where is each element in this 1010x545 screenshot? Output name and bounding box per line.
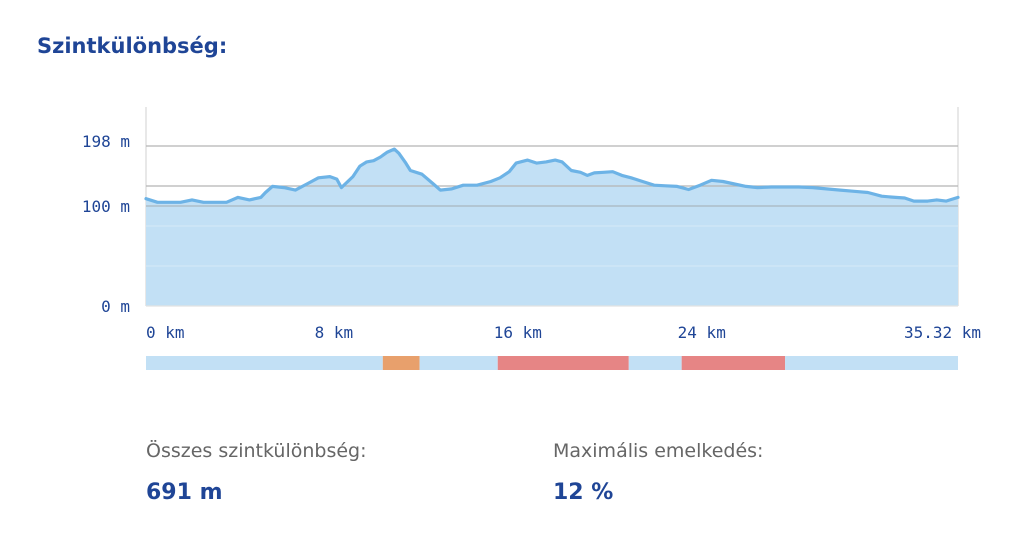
x-tick-label: 8 km (315, 323, 354, 342)
grade-band-low (146, 356, 383, 370)
max-grade-label: Maximális emelkedés: (553, 440, 764, 462)
y-tick-label: 100 m (82, 197, 130, 216)
elevation-line (144, 147, 960, 204)
grade-band-low (419, 356, 498, 370)
section-title: Szintkülönbség: (37, 34, 228, 58)
x-tick-label: 0 km (146, 323, 185, 342)
total-elevation-stat: Összes szintkülönbség: 691 m (146, 440, 367, 505)
y-tick-label: 0 m (101, 297, 130, 316)
max-grade-stat: Maximális emelkedés: 12 % (553, 440, 763, 505)
x-tick-label: 35.32 km (904, 323, 981, 342)
grade-band-high (497, 356, 629, 370)
max-grade-value: 12 % (553, 480, 614, 505)
x-tick-label: 16 km (494, 323, 542, 342)
total-elevation-value: 691 m (146, 480, 223, 505)
grade-band-low (628, 356, 682, 370)
y-tick-label: 198 m (82, 132, 130, 151)
grade-band-medium (382, 356, 420, 370)
x-tick-label: 24 km (678, 323, 726, 342)
grade-band-high (681, 356, 786, 370)
grade-band-low (785, 356, 958, 370)
elevation-chart: 198 m 100 m 0 m 0 km 8 km 16 km 24 km 35.32 km (82, 107, 981, 370)
total-elevation-label: Összes szintkülönbség: (146, 440, 367, 462)
elevation-area (146, 149, 958, 306)
